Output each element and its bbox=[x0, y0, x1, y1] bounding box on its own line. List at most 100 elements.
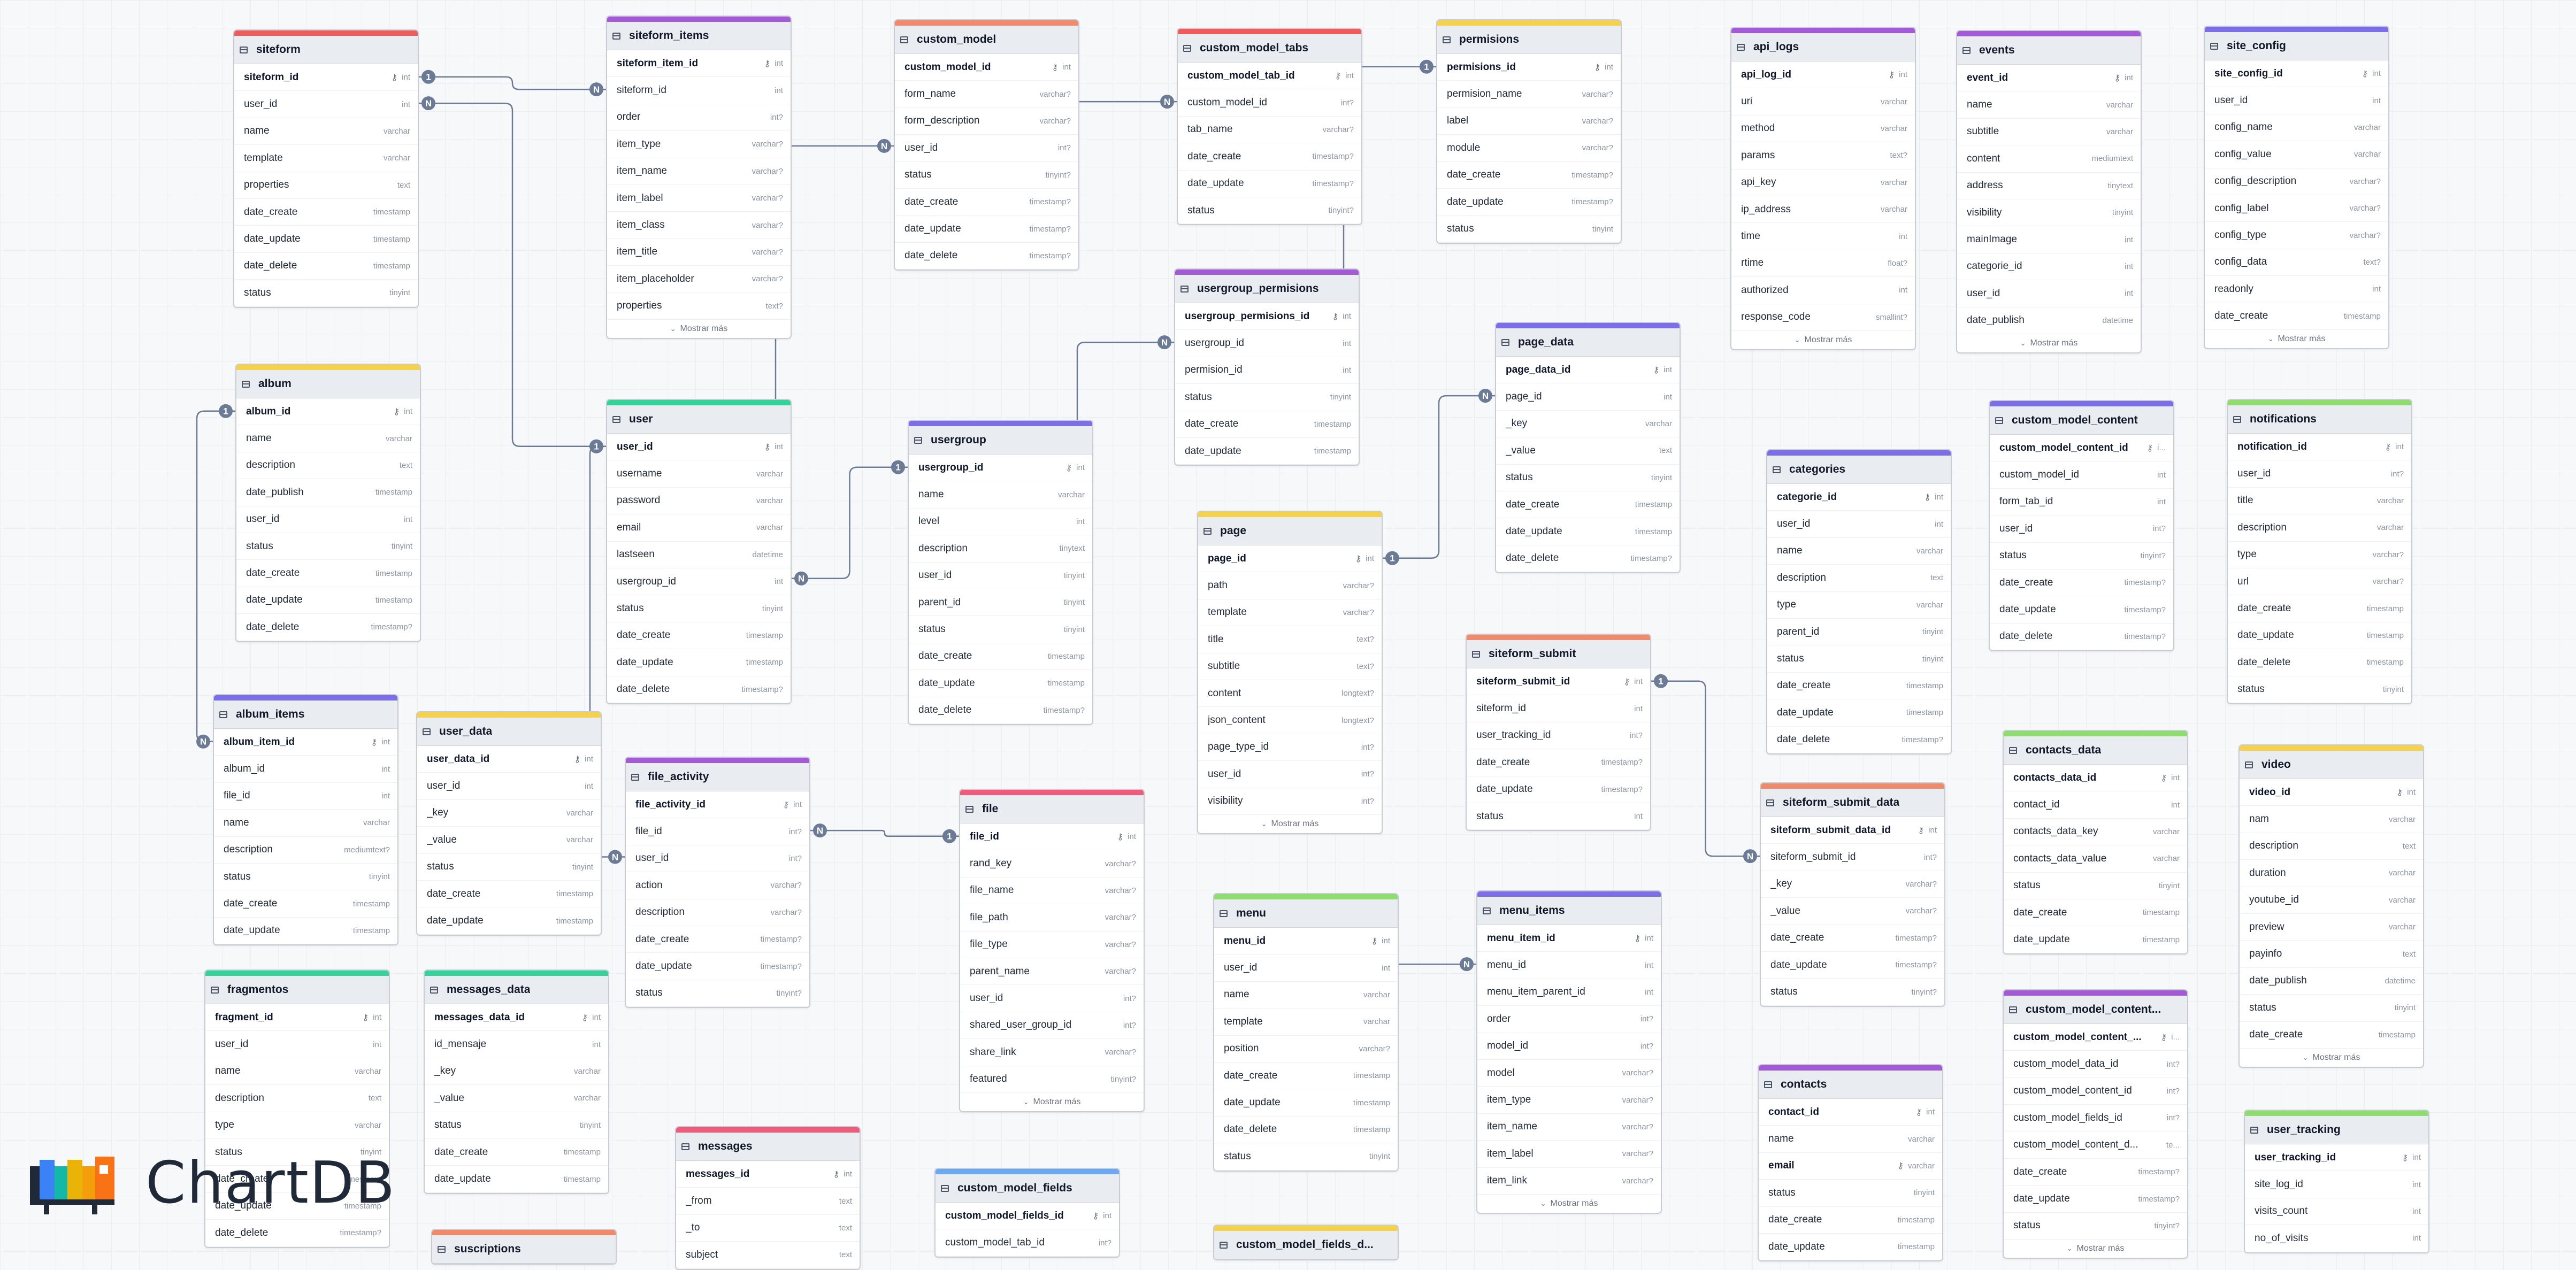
field-row[interactable]: date_create timestamp bbox=[205, 1166, 389, 1193]
field-row[interactable]: usergroup_id ⚷ int bbox=[909, 455, 1092, 482]
field-row[interactable]: name varchar bbox=[205, 1058, 389, 1086]
field-row[interactable]: status tinyint? bbox=[1761, 979, 1944, 1006]
table-header[interactable]: menu_items bbox=[1477, 897, 1661, 925]
field-row[interactable]: date_delete timestamp bbox=[234, 253, 418, 280]
field-row[interactable]: categorie_id int bbox=[1957, 253, 2141, 281]
field-row[interactable]: _from text bbox=[676, 1188, 860, 1215]
table-header[interactable]: usergroup bbox=[909, 426, 1092, 455]
field-row[interactable]: description tinytext bbox=[909, 535, 1092, 563]
field-row[interactable]: status tinyint bbox=[234, 280, 418, 307]
field-row[interactable]: notification_id ⚷ int bbox=[2228, 434, 2411, 461]
field-row[interactable]: user_id int? bbox=[1198, 761, 1382, 788]
table-siteform-submit[interactable]: siteform_submit siteform_submit_id ⚷ int sit… bbox=[1466, 634, 1651, 832]
field-row[interactable]: api_key varchar bbox=[1731, 170, 1915, 196]
field-row[interactable]: file_name varchar? bbox=[960, 878, 1144, 905]
field-row[interactable]: date_update timestamp bbox=[425, 1166, 608, 1193]
table-header[interactable]: file bbox=[960, 795, 1144, 823]
field-row[interactable]: user_data_id ⚷ int bbox=[417, 746, 601, 773]
field-row[interactable]: json_content longtext? bbox=[1198, 707, 1382, 734]
table-header[interactable]: permisions bbox=[1437, 26, 1621, 54]
relation-line[interactable] bbox=[1651, 680, 1760, 857]
table-header[interactable]: page bbox=[1198, 517, 1382, 545]
table-header[interactable]: video bbox=[2240, 751, 2423, 779]
field-row[interactable]: status tinyint bbox=[236, 533, 420, 560]
field-row[interactable]: subject text bbox=[676, 1242, 860, 1269]
field-row[interactable]: date_delete timestamp? bbox=[205, 1220, 389, 1247]
field-row[interactable]: item_type varchar? bbox=[607, 131, 791, 158]
field-row[interactable]: date_create timestamp bbox=[909, 643, 1092, 671]
field-row[interactable]: readonly int bbox=[2205, 276, 2388, 303]
field-row[interactable]: status tinyint? bbox=[1990, 543, 2173, 569]
table-messages[interactable]: messages messages_id ⚷ int _from text _to text s… bbox=[675, 1126, 861, 1270]
field-row[interactable]: preview varchar bbox=[2240, 914, 2423, 941]
field-row[interactable]: description text bbox=[205, 1085, 389, 1112]
field-row[interactable]: status tinyint bbox=[1496, 465, 1680, 491]
field-row[interactable]: status tinyint? bbox=[2004, 1213, 2187, 1240]
field-row[interactable]: date_update timestamp bbox=[417, 907, 601, 935]
table-header[interactable]: suscriptions bbox=[432, 1235, 616, 1264]
field-row[interactable]: order int? bbox=[1477, 1006, 1661, 1033]
field-row[interactable]: item_placeholder varchar? bbox=[607, 266, 791, 293]
table-custom-model[interactable]: custom_model custom_model_id ⚷ int form_name… bbox=[894, 19, 1079, 271]
field-row[interactable]: title text? bbox=[1198, 626, 1382, 653]
field-row[interactable]: subtitle text? bbox=[1198, 653, 1382, 680]
field-row[interactable]: date_delete timestamp? bbox=[1767, 727, 1951, 753]
field-row[interactable]: custom_model_id ⚷ int bbox=[895, 54, 1078, 81]
table-header[interactable]: siteform_submit bbox=[1467, 640, 1650, 668]
field-row[interactable]: item_label varchar? bbox=[1477, 1141, 1661, 1168]
field-row[interactable]: user_id int bbox=[234, 91, 418, 118]
field-row[interactable]: date_create timestamp? bbox=[626, 926, 809, 953]
field-row[interactable]: date_delete timestamp? bbox=[895, 243, 1078, 270]
show-more-button[interactable]: ⌄ Mostrar más bbox=[960, 1093, 1144, 1111]
field-row[interactable]: type varchar? bbox=[2228, 542, 2411, 568]
field-row[interactable]: featured tinyint? bbox=[960, 1066, 1144, 1093]
table-header[interactable]: usergroup_permisions bbox=[1175, 275, 1359, 303]
field-row[interactable]: status tinyint bbox=[2240, 995, 2423, 1022]
field-row[interactable]: page_type_id int? bbox=[1198, 734, 1382, 761]
table-page[interactable]: page page_id ⚷ int path varchar? template varch… bbox=[1197, 511, 1383, 834]
field-row[interactable]: status tinyint bbox=[2004, 873, 2187, 899]
field-row[interactable]: status tinyint bbox=[1759, 1180, 1942, 1207]
field-row[interactable]: permision_name varchar? bbox=[1437, 81, 1621, 108]
field-row[interactable]: status tinyint bbox=[417, 854, 601, 881]
field-row[interactable]: _key varchar bbox=[1496, 411, 1680, 438]
field-row[interactable]: username varchar bbox=[607, 460, 791, 488]
table-header[interactable]: file_activity bbox=[626, 763, 809, 791]
table-custom-model-content[interactable]: custom_model_content custom_model_content… bbox=[1989, 400, 2174, 652]
field-row[interactable]: params text? bbox=[1731, 142, 1915, 170]
field-row[interactable]: title varchar bbox=[2228, 488, 2411, 515]
field-row[interactable]: user_id int bbox=[1767, 511, 1951, 538]
field-row[interactable]: messages_data_id ⚷ int bbox=[425, 1004, 608, 1032]
field-row[interactable]: user_id int bbox=[1957, 280, 2141, 307]
relation-line[interactable] bbox=[1383, 395, 1495, 559]
table-header[interactable]: siteform bbox=[234, 36, 418, 64]
field-row[interactable]: status tinyint bbox=[205, 1139, 389, 1166]
field-row[interactable]: album_id int bbox=[214, 756, 397, 783]
field-row[interactable]: user_id int? bbox=[626, 845, 809, 873]
table-header[interactable]: album_items bbox=[214, 701, 397, 729]
table-album[interactable]: album album_id ⚷ int name varchar description t… bbox=[235, 364, 421, 642]
field-row[interactable]: date_create timestamp? bbox=[1178, 143, 1361, 171]
table-user-data[interactable]: user_data user_data_id ⚷ int user_id int _key v… bbox=[416, 711, 602, 936]
field-row[interactable]: model_id int? bbox=[1477, 1033, 1661, 1060]
table-header[interactable]: user_tracking bbox=[2245, 1116, 2428, 1144]
field-row[interactable]: date_create timestamp bbox=[214, 890, 397, 918]
field-row[interactable]: date_delete timestamp? bbox=[1990, 624, 2173, 651]
field-row[interactable]: user_id tinyint bbox=[909, 563, 1092, 589]
field-row[interactable]: date_create timestamp? bbox=[1437, 162, 1621, 189]
field-row[interactable]: module varchar? bbox=[1437, 135, 1621, 162]
field-row[interactable]: custom_model_data_id int? bbox=[2004, 1051, 2187, 1078]
field-row[interactable]: event_id ⚷ int bbox=[1957, 65, 2141, 92]
field-row[interactable]: custom_model_fields_id int? bbox=[2004, 1105, 2187, 1132]
table-header[interactable]: page_data bbox=[1496, 328, 1680, 357]
table-custom-model-fields-d[interactable]: custom_model_fields_d... bbox=[1213, 1225, 1399, 1260]
field-row[interactable]: action varchar? bbox=[626, 872, 809, 899]
field-row[interactable]: id_mensaje int bbox=[425, 1031, 608, 1058]
field-row[interactable]: name varchar bbox=[1759, 1126, 1942, 1153]
field-row[interactable]: siteform_submit_id ⚷ int bbox=[1467, 668, 1650, 696]
field-row[interactable]: content mediumtext bbox=[1957, 145, 2141, 173]
field-row[interactable]: date_update timestamp? bbox=[1761, 952, 1944, 979]
table-video[interactable]: video video_id ⚷ int nam varchar description te… bbox=[2238, 744, 2424, 1068]
field-row[interactable]: _value varchar bbox=[417, 827, 601, 854]
field-row[interactable]: status tinyint bbox=[2228, 676, 2411, 703]
